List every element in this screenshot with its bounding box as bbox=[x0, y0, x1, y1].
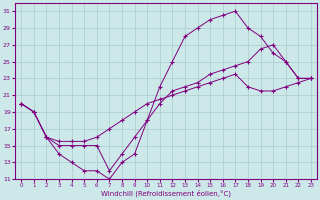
X-axis label: Windchill (Refroidissement éolien,°C): Windchill (Refroidissement éolien,°C) bbox=[101, 190, 231, 197]
